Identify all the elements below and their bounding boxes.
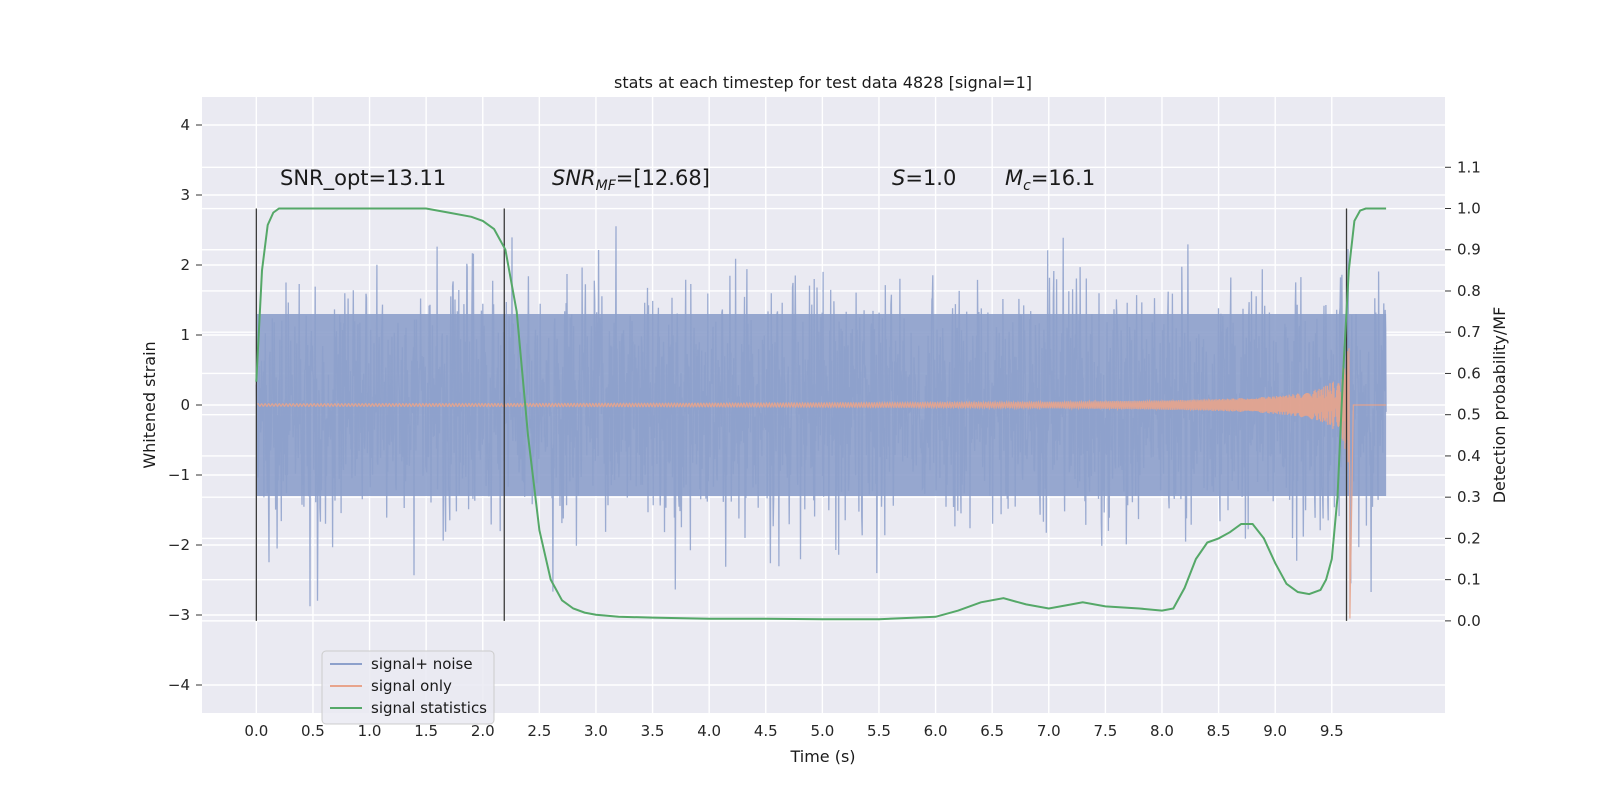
y-tick-label: 1 [180,326,190,344]
y-tick-label: −2 [168,536,190,554]
x-tick-label: 2.0 [471,722,495,740]
mc-symbol: M [1005,166,1023,190]
x-tick-label: 9.5 [1320,722,1344,740]
y2-tick-label: 0.9 [1457,241,1481,259]
x-tick-label: 0.0 [244,722,268,740]
x-tick-label: 1.5 [414,722,438,740]
x-tick-label: 7.0 [1037,722,1061,740]
y-axis-label: Whitened strain [140,341,159,468]
y-tick-label: 0 [180,396,190,414]
y-tick-label: −4 [168,676,190,694]
x-tick-label: 9.0 [1263,722,1287,740]
legend-label-signal-only: signal only [371,677,452,695]
mc-subscript: c [1023,178,1031,194]
legend-box [321,650,495,725]
y2-axis-label: Detection probability/MF [1490,307,1509,504]
y-tick-label: −1 [168,466,190,484]
x-tick-label: 3.5 [641,722,665,740]
chart-title: stats at each timestep for test data 482… [614,73,1032,92]
x-tick-label: 8.0 [1150,722,1174,740]
x-tick-label: 8.5 [1207,722,1231,740]
annotation-snr-mf: SNRMF=[12.68] [552,166,710,194]
y2-tick-label: 1.1 [1457,158,1481,176]
y2-tick-label: 0.4 [1457,447,1481,465]
annotation-mc: Mc=16.1 [1005,166,1095,194]
annotation-s: S=1.0 [892,166,956,190]
y2-tick-label: 0.6 [1457,364,1481,382]
x-axis-label: Time (s) [789,747,855,766]
y2-tick-label: 0.7 [1457,323,1481,341]
series-signal-only-line [256,348,1387,619]
series-signal-statistics-line [255,207,1387,621]
ticks: 0.0 0.5 1.0 1.5 2.0 2.5 3.0 3.5 4.0 4.5 5.0 5.5 6.0 6… [168,116,1481,740]
data-layer [255,207,1387,621]
y-tick-label: 4 [180,116,190,134]
y2-tick-label: 0.1 [1457,571,1481,589]
x-tick-label: 4.5 [754,722,778,740]
x-tick-label: 7.5 [1093,722,1117,740]
annotation-snr-opt: SNR_opt=13.11 [280,166,446,191]
y-tick-label: 2 [180,256,190,274]
x-tick-label: 2.5 [527,722,551,740]
y2-tick-label: 0.2 [1457,529,1481,547]
s-symbol: S [892,166,905,190]
y2-tick-label: 0.8 [1457,282,1481,300]
y-tick-label: −3 [168,606,190,624]
legend: signal+ noise signal only signal statist… [321,650,495,725]
x-tick-label: 3.0 [584,722,608,740]
x-tick-label: 5.0 [810,722,834,740]
x-tick-label: 4.0 [697,722,721,740]
snr-mf-symbol: SNR [552,166,596,190]
legend-label-signal-statistics: signal statistics [371,699,487,717]
x-tick-label: 6.0 [924,722,948,740]
legend-label-signal-noise: signal+ noise [371,655,473,673]
series-signal-noise-line [255,226,1387,607]
snr-mf-subscript: MF [596,178,617,194]
y2-tick-label: 1.0 [1457,200,1481,218]
y2-tick-label: 0.0 [1457,612,1481,630]
y-tick-label: 3 [180,186,190,204]
y2-tick-label: 0.5 [1457,406,1481,424]
x-tick-label: 0.5 [301,722,325,740]
snr-mf-value: =[12.68] [616,166,710,190]
x-tick-label: 5.5 [867,722,891,740]
mc-value: =16.1 [1031,166,1095,190]
s-value: =1.0 [905,166,956,190]
y2-tick-label: 0.3 [1457,488,1481,506]
x-tick-label: 6.5 [980,722,1004,740]
x-tick-label: 1.0 [358,722,382,740]
